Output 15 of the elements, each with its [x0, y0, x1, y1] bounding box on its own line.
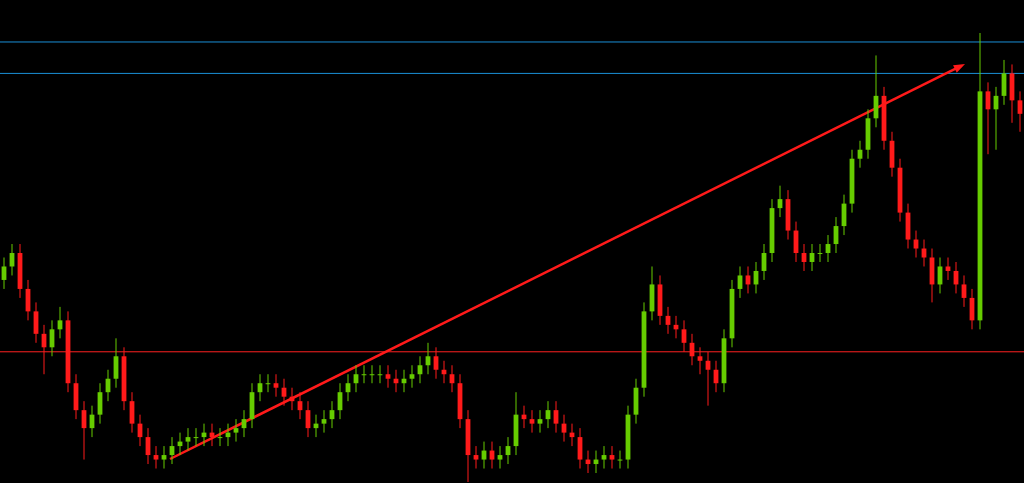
candlestick — [537, 409, 543, 434]
candlestick — [161, 445, 167, 470]
candlestick — [321, 409, 327, 434]
candlestick — [529, 409, 535, 434]
candlestick — [497, 445, 503, 470]
candlestick — [945, 257, 951, 281]
candlestick — [609, 445, 615, 470]
candlestick — [273, 373, 279, 398]
candlestick — [153, 445, 159, 470]
candlestick — [409, 364, 415, 389]
candlestick — [185, 427, 191, 452]
candlestick — [233, 418, 239, 443]
candlestick — [385, 364, 391, 389]
candlestick — [601, 445, 607, 470]
candlestick — [473, 445, 479, 470]
